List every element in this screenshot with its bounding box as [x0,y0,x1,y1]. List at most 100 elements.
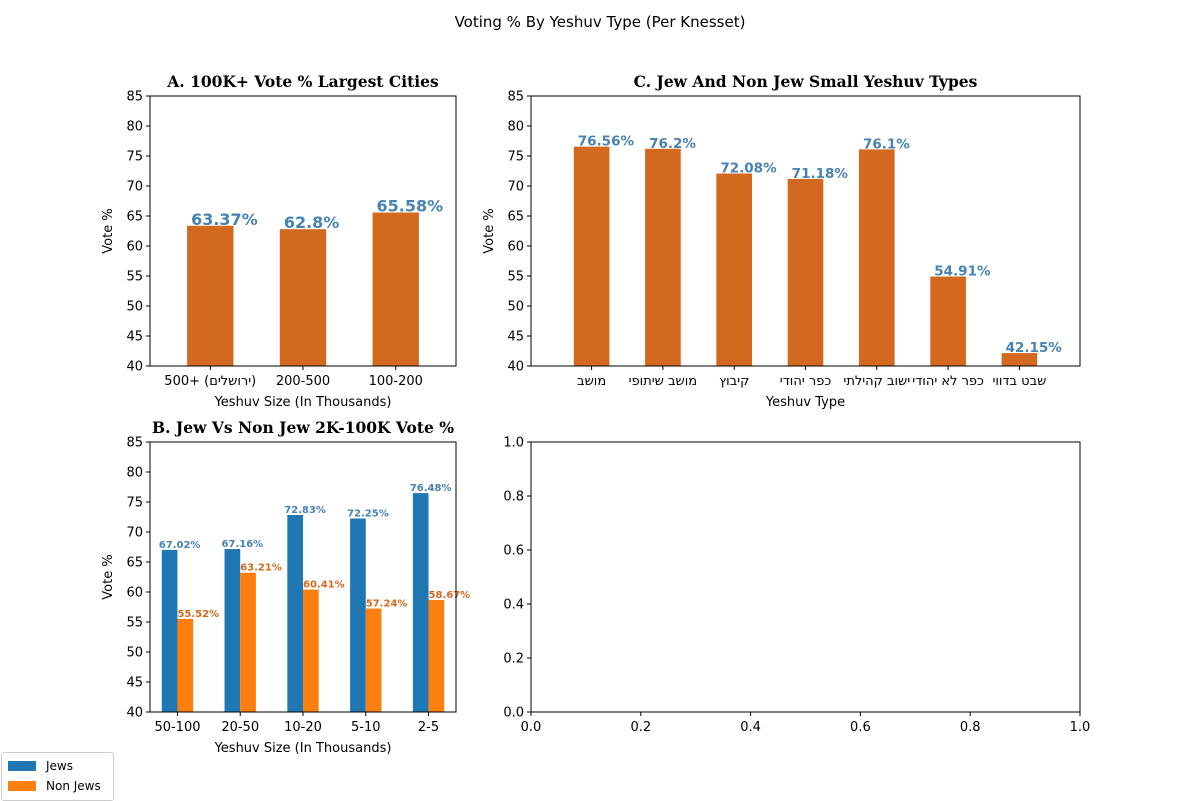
chart-b-data-label: 60.41% [303,580,345,591]
chart-b-xtick-label: 5-10 [351,720,381,735]
chart-c-xtick-label: שבט בדווי [992,374,1046,389]
chart-c: 76.56% מושב 76.2% מושב שיתופי 72.08% קיבוץ 71.… [482,72,1081,410]
chart-empty-ytick-label: 0.6 [503,544,524,559]
chart-b-ytick-label: 80 [126,466,143,481]
chart-empty-ytick-label: 0.2 [503,652,524,667]
chart-b-xtick-label: 50-100 [154,720,200,735]
chart-b-data-label: 67.16% [222,539,264,550]
chart-c-ytick-label: 50 [507,300,524,315]
chart-c-data-label: 42.15% [1006,340,1063,356]
chart-c-bar [1001,353,1038,366]
legend-swatch-non-jews [8,781,36,791]
chart-b-bar-jews [161,549,178,712]
chart-a-data-label: 65.58% [377,197,444,216]
chart-b-xtick-label: 10-20 [284,720,322,735]
chart-b-ytick-label: 50 [126,646,143,661]
chart-b-bar-non-jews [428,599,445,712]
chart-empty-ytick-label: 0.0 [503,706,524,721]
chart-empty-ytick-label: 1.0 [503,436,524,451]
chart-a-ytick-label: 80 [126,120,143,135]
chart-c-ylabel: Vote % [482,208,497,253]
chart-a-xtick-label: 100-200 [369,374,423,389]
chart-a-ytick-label: 55 [126,270,143,285]
chart-a-ytick-label: 70 [126,180,143,195]
legend-label-non-jews: Non Jews [46,779,101,793]
chart-b-data-label: 55.52% [177,609,219,620]
legend-item-jews: Jews [8,758,73,774]
chart-empty-xtick-label: 0.6 [850,720,871,735]
chart-a-title: A. 100K+ Vote % Largest Cities [166,72,439,91]
chart-b-bar-jews [412,493,429,712]
chart-b-xtick-label: 2-5 [418,720,439,735]
chart-b-ytick-label: 45 [126,676,143,691]
chart-c-data-label: 76.1% [863,136,910,152]
chart-empty-xtick-label: 0.0 [521,720,542,735]
chart-empty-frame [530,441,1081,713]
chart-a-xtick-label: 500+ (ירושלים) [164,374,256,389]
chart-b-bar-non-jews [303,589,319,712]
chart-c-bar [573,146,610,366]
chart-empty-xtick-label: 0.8 [960,720,981,735]
legend-item-non-jews: Non Jews [8,778,101,794]
chart-c-ytick-label: 65 [507,210,524,225]
chart-empty-ytick-label: 0.4 [503,598,524,613]
chart-c-ytick-label: 45 [507,330,524,345]
chart-c-data-label: 76.2% [649,136,696,152]
chart-c-bar [716,173,753,366]
chart-b-bar-jews [287,515,303,712]
chart-a-ytick-label: 40 [126,360,143,375]
chart-c-data-label: 54.91% [934,264,991,280]
chart-a-ylabel: Vote % [101,208,116,253]
chart-c-title: C. Jew And Non Jew Small Yeshuv Types [634,72,978,91]
chart-c-data-label: 76.56% [578,134,635,150]
chart-a-ytick-label: 45 [126,330,143,345]
chart-a-ytick-label: 75 [126,150,143,165]
chart-a-data-label: 63.37% [191,210,258,229]
chart-b-data-label: 72.83% [284,505,326,516]
chart-c-xtick-label: קיבוץ [719,374,749,389]
chart-c-ytick-label: 70 [507,180,524,195]
chart-a-bar [279,229,327,366]
chart-b-data-label: 63.21% [240,563,282,574]
chart-b-data-label: 76.48% [410,483,452,494]
chart-b-bar-non-jews [240,572,256,712]
chart-c-xlabel: Yeshuv Type [765,395,845,410]
chart-b-xlabel: Yeshuv Size (In Thousands) [214,741,392,756]
chart-c-bar [787,178,824,366]
chart-c-bar [645,148,681,366]
chart-c-ytick-label: 85 [507,90,524,105]
chart-a-xlabel: Yeshuv Size (In Thousands) [214,395,392,410]
chart-c-ytick-label: 80 [507,120,524,135]
chart-b-ytick-label: 55 [126,616,143,631]
chart-b-bar-non-jews [177,618,194,712]
chart-b-data-label: 58.67% [429,590,471,601]
chart-a-bar [372,212,419,366]
figure-title: Voting % By Yeshuv Type (Per Knesset) [455,13,746,31]
chart-c-ytick-label: 60 [507,240,524,255]
chart-empty-ytick-label: 0.8 [503,490,524,505]
chart-a-frame [149,95,457,367]
chart-empty-xtick-label: 0.2 [630,720,651,735]
chart-empty-xtick-label: 1.0 [1070,720,1091,735]
chart-b-bar-jews [350,518,366,712]
chart-c-bar [930,276,966,366]
legend-swatch-jews [8,761,36,771]
chart-c-xtick-label: כפר יהודי [780,374,832,389]
chart-b-ytick-label: 70 [126,526,143,541]
chart-empty-xtick-label: 0.4 [740,720,761,735]
chart-a-ytick-label: 60 [126,240,143,255]
chart-c-bar [858,149,895,366]
chart-b-ytick-label: 85 [126,436,143,451]
chart-b-title: B. Jew Vs Non Jew 2K-100K Vote % [152,418,454,437]
chart-b-data-label: 72.25% [347,509,389,520]
chart-c-data-label: 71.18% [792,166,849,182]
chart-a-data-label: 62.8% [284,213,340,232]
chart-a-ytick-label: 50 [126,300,143,315]
chart-b-bar-jews [224,549,241,712]
chart-empty: 0.0 0.2 0.4 0.6 0.8 1.0 0.0 0.2 0.4 0.6 0.8 1.0 [503,436,1090,736]
chart-c-xtick-label: כפר לא יהודי [912,374,984,389]
chart-b-ytick-label: 75 [126,496,143,511]
chart-c-xtick-label: מושב שיתופי [629,374,697,389]
chart-c-xtick-label: ישוב קהילתי [843,374,910,389]
